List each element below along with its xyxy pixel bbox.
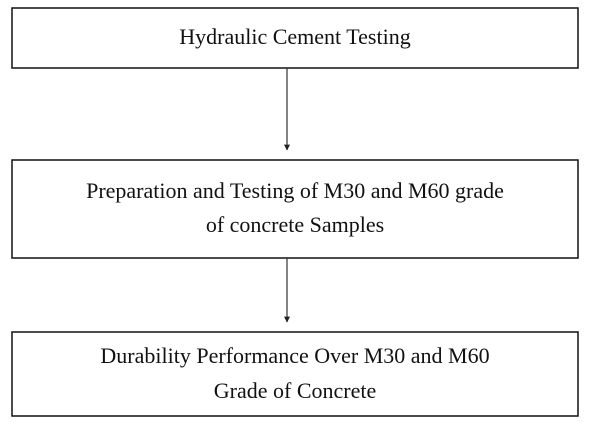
box-label: Durability Performance Over M30 and M60 — [100, 343, 489, 368]
process-box — [11, 159, 579, 259]
box-label: of concrete Samples — [206, 212, 384, 237]
box-label: Hydraulic Cement Testing — [179, 24, 410, 49]
box-label: Preparation and Testing of M30 and M60 g… — [86, 178, 504, 203]
box-label: Grade of Concrete — [214, 378, 376, 403]
process-box — [11, 331, 579, 417]
process-box — [11, 7, 579, 69]
